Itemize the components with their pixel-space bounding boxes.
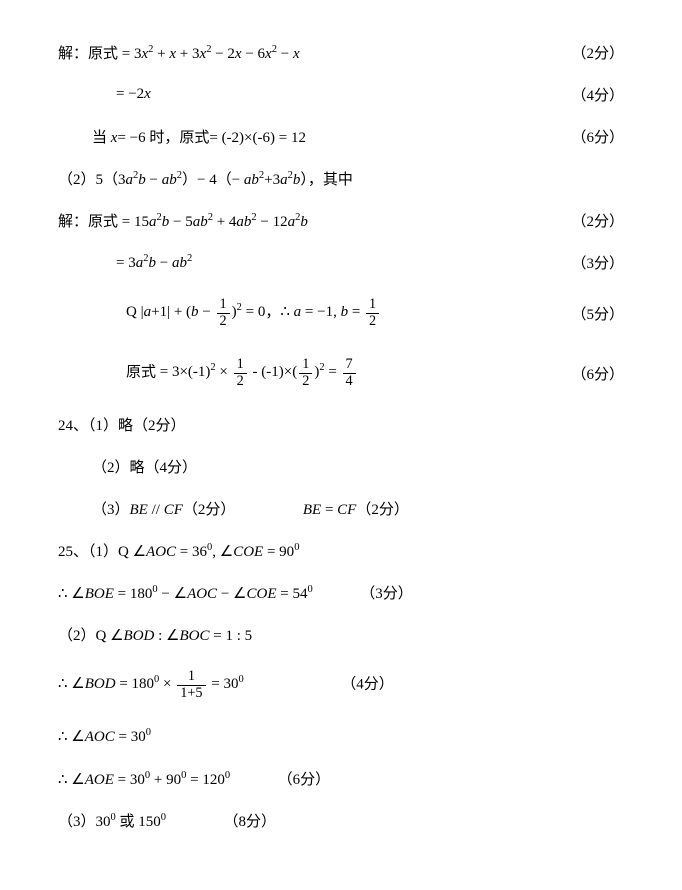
score-label: （4分）: [571, 84, 624, 105]
solution-line: （2）Q ∠BOD : ∠BOC = 1 : 5: [58, 622, 624, 646]
line-content: （3）300 或 1500 （8分）: [58, 810, 276, 831]
score-label: （6分）: [571, 126, 624, 147]
solution-line: ∴ ∠BOE = 1800 − ∠AOC − ∠COE = 540 （3分）: [58, 580, 624, 604]
score-label: （4分）: [341, 676, 394, 692]
score-label: （6分）: [571, 363, 624, 384]
solution-line: ∴ ∠BOD = 1800 × 11+5 = 300 （4分）: [58, 664, 624, 706]
line-content: 解：原式 = 15a2b − 5ab2 + 4ab2 − 12a2b: [58, 210, 308, 231]
line-content: 24、（1）略（2分）: [58, 414, 186, 435]
solution-line: 解：原式 = 15a2b − 5ab2 + 4ab2 − 12a2b （2分）: [58, 208, 624, 232]
solution-line: 原式 = 3×(-1)2 × 12 - (-1)×(12)2 = 74 （6分）: [58, 352, 624, 394]
line-content: （2）略（4分）: [58, 456, 197, 477]
score-label: （3分）: [360, 586, 413, 602]
line-content: ∴ ∠AOC = 300: [58, 727, 151, 746]
solution-line: ∴ ∠AOC = 300: [58, 724, 624, 748]
line-content: ∴ ∠BOD = 1800 × 11+5 = 300 （4分）: [58, 669, 394, 701]
score-label: （3分）: [571, 252, 624, 273]
solution-line: （3）BE // CF（2分） BE = CF（2分）: [58, 496, 624, 520]
line-content: 解：原式 = 3x2 + x + 3x2 − 2x − 6x2 − x: [58, 42, 300, 63]
line-content: 当 x= −6 时，原式= (-2)×(-6) = 12: [58, 126, 306, 147]
line-content: = −2x: [58, 86, 151, 103]
line-content: ∴ ∠AOE = 300 + 900 = 1200 （6分）: [58, 768, 330, 789]
solution-line: （2）5（3a2b − ab2）− 4（− ab2+3a2b），其中: [58, 166, 624, 190]
line-content: （2）5（3a2b − ab2）− 4（− ab2+3a2b），其中: [58, 168, 353, 189]
solution-line: 解：原式 = 3x2 + x + 3x2 − 2x − 6x2 − x （2分）: [58, 40, 624, 64]
solution-line: ∴ ∠AOE = 300 + 900 = 1200 （6分）: [58, 766, 624, 790]
solution-line: = 3a2b − ab2 （3分）: [58, 250, 624, 274]
line-content: （3）BE // CF（2分） BE = CF（2分）: [58, 498, 409, 519]
line-content: 25、（1）Q ∠AOC = 360, ∠COE = 900: [58, 540, 299, 561]
line-content: Q |a+1| + (b − 12)2 = 0，∴ a = −1, b = 12: [58, 297, 381, 329]
solution-line: Q |a+1| + (b − 12)2 = 0，∴ a = −1, b = 12…: [58, 292, 624, 334]
line-content: ∴ ∠BOE = 1800 − ∠AOC − ∠COE = 540 （3分）: [58, 582, 413, 603]
score-label: （5分）: [571, 303, 624, 324]
line-content: 原式 = 3×(-1)2 × 12 - (-1)×(12)2 = 74: [58, 357, 358, 389]
solution-line: = −2x （4分）: [58, 82, 624, 106]
score-label: （8分）: [224, 814, 277, 830]
solution-line: （2）略（4分）: [58, 454, 624, 478]
solution-line: 25、（1）Q ∠AOC = 360, ∠COE = 900: [58, 538, 624, 562]
solution-line: 24、（1）略（2分）: [58, 412, 624, 436]
score-label: （2分）: [571, 42, 624, 63]
line-content: （2）Q ∠BOD : ∠BOC = 1 : 5: [58, 624, 252, 645]
line-content: = 3a2b − ab2: [58, 253, 192, 272]
score-label: （6分）: [278, 772, 331, 788]
solution-line: （3）300 或 1500 （8分）: [58, 808, 624, 832]
score-label: （2分）: [571, 210, 624, 231]
solution-line: 当 x= −6 时，原式= (-2)×(-6) = 12 （6分）: [58, 124, 624, 148]
